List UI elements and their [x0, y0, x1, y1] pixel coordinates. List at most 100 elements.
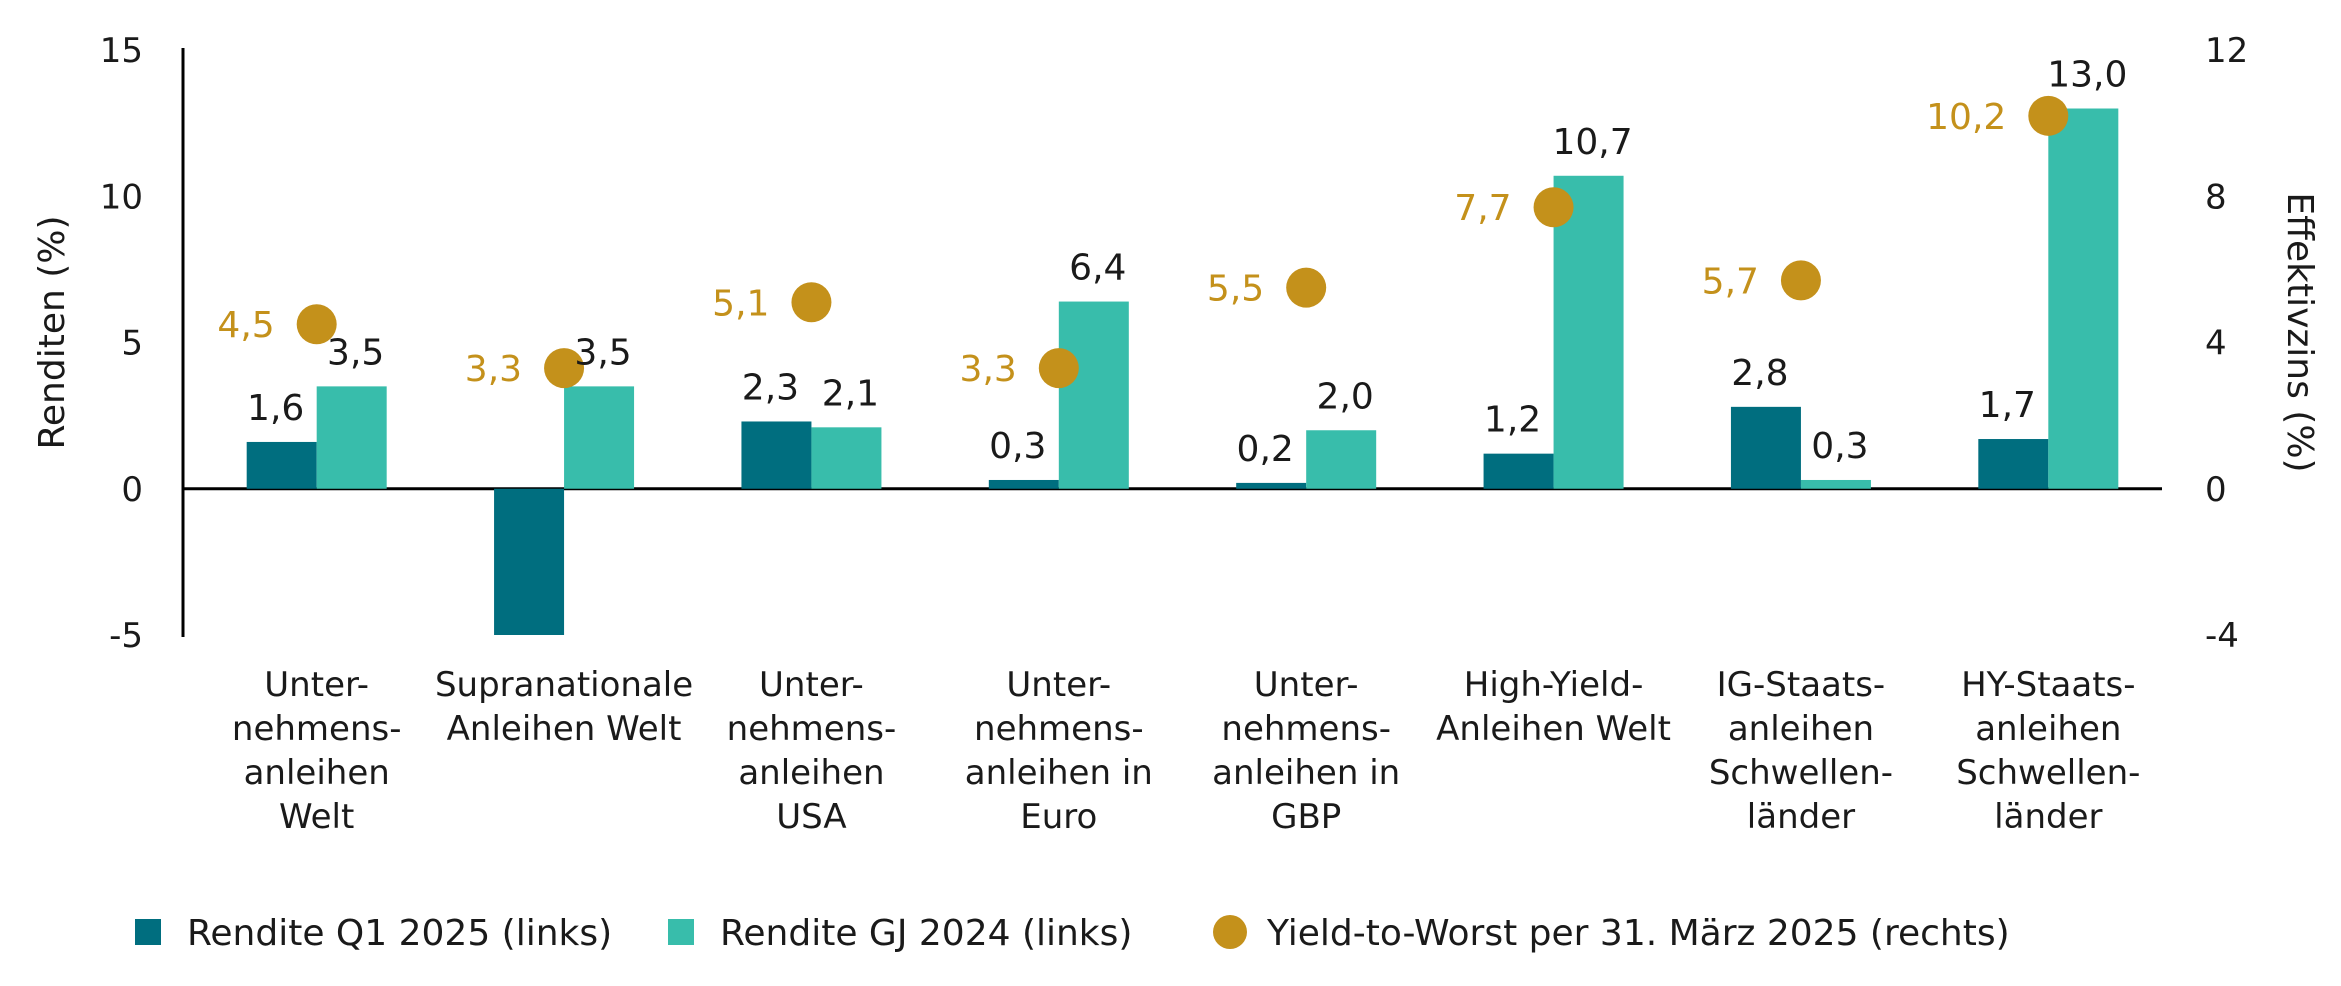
- yield-to-worst-point: [1286, 267, 1327, 308]
- category-label-line: länder: [1747, 797, 1855, 837]
- data-label-gj-2024: 2,1: [822, 373, 879, 414]
- bars: [246, 108, 2119, 635]
- y-tick-left: 15: [100, 31, 143, 71]
- category-label-line: nehmens-: [974, 709, 1144, 749]
- data-label-yield-to-worst: 5,7: [1702, 261, 1759, 302]
- axes: 15 10 5 0 -5 12 8 4 0 -4 Renditen (%) Effektivzins …: [32, 31, 2320, 656]
- category-label: IG-Staats-anleihen Schwellen-länder: [1709, 665, 1893, 837]
- y-axis-right-title: Effektivzins (%): [2279, 192, 2320, 472]
- category-label-line: anleihen: [1728, 709, 1874, 749]
- data-label-gj-2024: 0,3: [1811, 426, 1868, 467]
- bar-q1-2025: [494, 488, 565, 635]
- bar-gj-2024: [1553, 175, 1624, 489]
- category-label-line: Anleihen Welt: [1436, 709, 1671, 749]
- data-label-q1-2025: 0,2: [1237, 429, 1294, 470]
- legend-label: Yield-to-Worst per 31. März 2025 (rechts…: [1266, 913, 2010, 954]
- category-label-line: anleihen: [244, 753, 390, 793]
- bar-gj-2024: [316, 386, 387, 489]
- category-label: Unter-nehmens-anleihen in GBP: [1212, 665, 1400, 837]
- data-label-gj-2024: 10,7: [1552, 122, 1632, 163]
- legend: Rendite Q1 2025 (links) Rendite GJ 2024 (…: [135, 913, 2010, 954]
- category-label-line: Unter-: [759, 665, 864, 705]
- bar-q1-2025: [988, 479, 1059, 489]
- legend-swatch-q1-2025: [135, 919, 161, 945]
- y-tick-left: 10: [100, 177, 143, 217]
- y-tick-right: 8: [2205, 177, 2227, 217]
- data-label-gj-2024: 3,5: [327, 332, 384, 373]
- bar-gj-2024: [1800, 479, 1871, 489]
- category-label: Unter-nehmens-anleihen Welt: [232, 665, 402, 837]
- bar-q1-2025: [246, 441, 317, 489]
- yield-to-worst-point: [1533, 187, 1574, 228]
- bar-gj-2024: [2048, 108, 2119, 489]
- category-label-line: Welt: [279, 797, 354, 837]
- data-label-yield-to-worst: 5,1: [712, 283, 769, 324]
- bar-gj-2024: [1306, 430, 1377, 489]
- y-tick-left: 5: [121, 324, 143, 364]
- data-label-q1-2025: 1,2: [1484, 400, 1541, 441]
- category-label-line: nehmens-: [727, 709, 897, 749]
- category-label-line: Unter-: [1254, 665, 1359, 705]
- y-axis-left-title: Renditen (%): [32, 215, 73, 449]
- yield-to-worst-point: [2028, 95, 2069, 136]
- bar-gj-2024: [811, 427, 882, 489]
- category-label-line: Schwellen-: [1709, 753, 1893, 793]
- yield-to-worst-point: [296, 304, 337, 345]
- category-label-line: High-Yield-: [1464, 665, 1644, 705]
- category-label: Unter-nehmens-anleihen USA: [727, 665, 897, 837]
- category-label-line: länder: [1994, 797, 2102, 837]
- category-label-line: Schwellen-: [1956, 753, 2140, 793]
- category-label-line: GBP: [1271, 797, 1341, 837]
- category-label-line: Supranationale: [435, 665, 693, 705]
- bar-q1-2025: [1483, 453, 1554, 489]
- category-label-line: USA: [776, 797, 846, 837]
- category-label-line: nehmens-: [1221, 709, 1391, 749]
- category-label-line: anleihen: [738, 753, 884, 793]
- category-labels: Unter-nehmens-anleihen WeltSupranationale…: [232, 665, 2141, 837]
- legend-label: Rendite GJ 2024 (links): [720, 913, 1132, 954]
- data-label-gj-2024: 13,0: [2047, 55, 2127, 96]
- bar-q1-2025: [1730, 406, 1801, 489]
- data-label-gj-2024: 3,5: [574, 332, 631, 373]
- category-label-line: IG-Staats-: [1717, 665, 1886, 705]
- y-tick-left: -5: [109, 616, 143, 656]
- category-label: Supranationale Anleihen Welt: [435, 665, 693, 749]
- category-label-line: Euro: [1020, 797, 1097, 837]
- y-tick-right: 4: [2205, 324, 2227, 364]
- data-label-yield-to-worst: 4,5: [217, 305, 274, 346]
- data-label-q1-2025: 1,6: [247, 388, 304, 429]
- data-labels: 1,6 3,5 4,5 3,5 3,3 2,3 2,1 5,1 0,3 6,4 3,3 0,2 2,0 5…: [217, 55, 2127, 470]
- bar-gj-2024: [564, 386, 635, 489]
- y-tick-right: -4: [2205, 616, 2239, 656]
- category-label: Unter-nehmens-anleihen in Euro: [965, 665, 1153, 837]
- legend-label: Rendite Q1 2025 (links): [187, 913, 612, 954]
- bar-q1-2025: [1236, 482, 1307, 489]
- bar-gj-2024: [1058, 301, 1129, 489]
- yield-to-worst-point: [791, 282, 832, 323]
- data-label-yield-to-worst: 3,3: [960, 349, 1017, 390]
- category-label-line: nehmens-: [232, 709, 402, 749]
- yield-points: [296, 95, 2069, 389]
- category-label-line: HY-Staats-: [1961, 665, 2135, 705]
- legend-marker-yield-to-worst: [1213, 915, 1247, 949]
- yield-to-worst-point: [1038, 348, 1079, 389]
- category-label-line: Anleihen Welt: [447, 709, 682, 749]
- data-label-q1-2025: 1,7: [1979, 385, 2036, 426]
- data-label-yield-to-worst: 5,5: [1207, 269, 1264, 310]
- yield-to-worst-point: [1780, 260, 1821, 301]
- yield-to-worst-point: [544, 348, 585, 389]
- category-label: HY-Staats-anleihen Schwellen-länder: [1956, 665, 2140, 837]
- category-label: High-Yield-Anleihen Welt: [1436, 665, 1671, 749]
- y-tick-right: 0: [2205, 470, 2227, 510]
- category-label-line: anleihen in: [1212, 753, 1400, 793]
- bar-q1-2025: [1978, 439, 2049, 489]
- bar-q1-2025: [741, 421, 812, 489]
- category-label-line: Unter-: [264, 665, 369, 705]
- data-label-gj-2024: 6,4: [1069, 248, 1126, 289]
- category-label-line: Unter-: [1006, 665, 1111, 705]
- data-label-gj-2024: 2,0: [1317, 376, 1374, 417]
- y-tick-right: 12: [2205, 31, 2248, 71]
- data-label-yield-to-worst: 10,2: [1926, 97, 2006, 138]
